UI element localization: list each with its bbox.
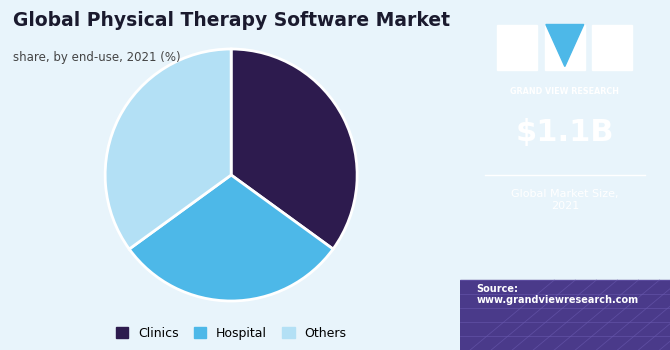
Wedge shape <box>231 49 357 249</box>
Text: Global Market Size,
2021: Global Market Size, 2021 <box>511 189 618 211</box>
Wedge shape <box>129 175 333 301</box>
Wedge shape <box>105 49 231 249</box>
Bar <box>498 25 537 70</box>
Text: share, by end-use, 2021 (%): share, by end-use, 2021 (%) <box>13 51 181 64</box>
Bar <box>545 25 585 70</box>
Text: $1.1B: $1.1B <box>515 119 614 147</box>
Bar <box>592 25 632 70</box>
Polygon shape <box>546 25 584 66</box>
Text: Source:
www.grandviewresearch.com: Source: www.grandviewresearch.com <box>476 284 639 305</box>
Text: Global Physical Therapy Software Market: Global Physical Therapy Software Market <box>13 10 450 29</box>
Legend: Clinics, Hospital, Others: Clinics, Hospital, Others <box>111 322 352 345</box>
Bar <box>460 280 670 350</box>
Text: GRAND VIEW RESEARCH: GRAND VIEW RESEARCH <box>511 88 619 97</box>
